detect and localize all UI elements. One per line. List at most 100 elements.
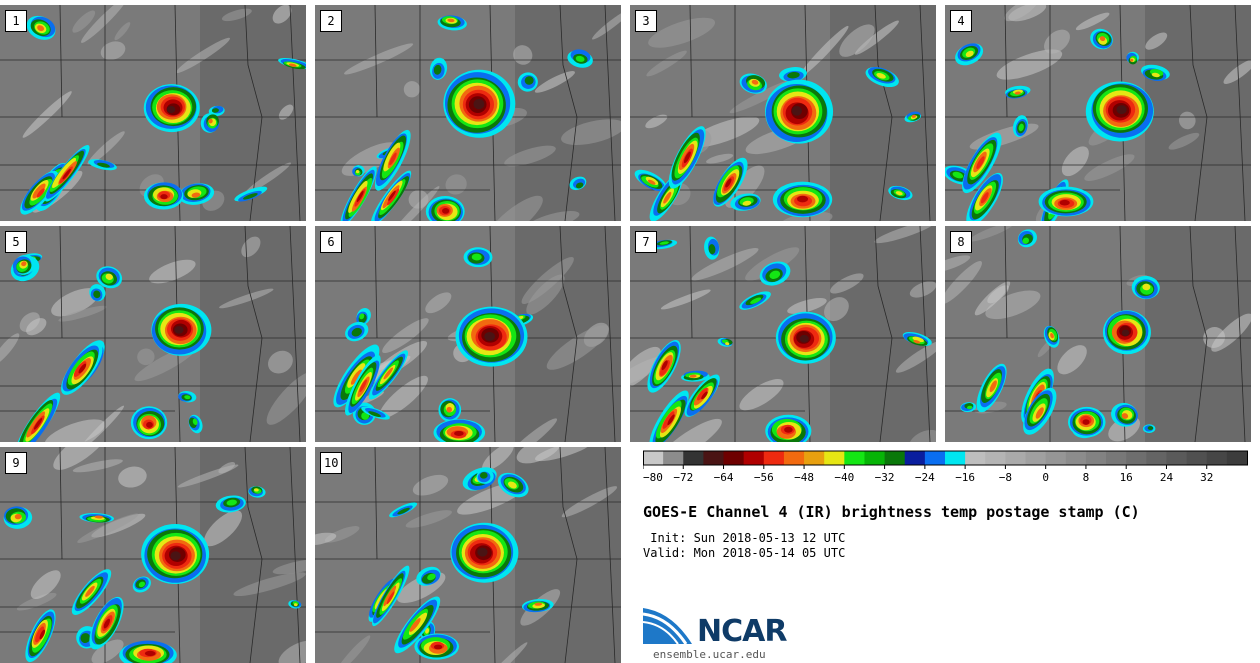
cloud-contour (211, 108, 219, 113)
cloud-contour (508, 481, 517, 489)
cloud-contour (454, 430, 464, 436)
cloud-contour (663, 191, 672, 204)
cloud-cluster (352, 165, 365, 177)
cloud-contour (725, 178, 732, 188)
cloud-contour (1059, 199, 1070, 206)
colorbar-swatch (945, 451, 966, 465)
cloud-contour (361, 412, 370, 420)
member-panel-5: 5 (0, 226, 306, 442)
cloud-cluster (433, 419, 486, 442)
cloud-cluster (960, 402, 977, 413)
cloud-cluster (132, 576, 151, 593)
cloud-contour (103, 618, 111, 629)
colorbar-swatch (1005, 451, 1027, 465)
cloud-contour (534, 602, 543, 606)
cloud-cluster (178, 391, 197, 403)
cloud-cluster (569, 176, 587, 191)
init-time: Init: Sun 2018-05-13 12 UTC (643, 531, 846, 545)
state-boundaries (945, 5, 1251, 221)
cloud-cluster (955, 43, 984, 66)
cloud-cluster (463, 247, 493, 268)
cloud-contour (913, 339, 921, 344)
cloud-cluster (1126, 51, 1139, 65)
state-boundaries (315, 226, 621, 442)
colorbar-tick-label: −24 (915, 471, 935, 484)
cloud-cluster (178, 183, 215, 205)
cloud-contour (976, 156, 985, 169)
member-panel-6: 6 (315, 226, 621, 442)
cloud-contour (1022, 237, 1030, 244)
colorbar-swatch (663, 451, 684, 465)
cloud-cluster (713, 157, 748, 207)
cloud-cluster (200, 113, 220, 133)
panel-label: 10 (320, 452, 343, 474)
colorbar-swatch (1166, 451, 1188, 465)
colorbar-swatch (1206, 451, 1228, 465)
cloud-cluster (730, 193, 761, 211)
cloud-cluster (1005, 85, 1031, 99)
satellite-map (0, 5, 306, 221)
cloud-contour (97, 162, 110, 168)
cloud-contour (383, 585, 397, 607)
member-panel-2: 2 (315, 5, 621, 221)
cloud-contour (1121, 329, 1130, 337)
colorbar-swatch (924, 451, 946, 465)
cloud-cluster (188, 414, 203, 434)
member-panel-1: 1 (0, 5, 306, 221)
colorbar-tick-label: 16 (1120, 471, 1133, 484)
cloud-cluster (25, 609, 56, 663)
cloud-contour (484, 331, 496, 342)
panel-label: 2 (320, 10, 342, 32)
cloud-cluster (425, 196, 465, 221)
cloud-contour (253, 488, 259, 492)
cloud-cluster (79, 513, 115, 523)
cloud-contour (36, 188, 45, 198)
cloud-contour (1151, 72, 1160, 78)
cloud-contour (37, 25, 45, 32)
cloud-contour (350, 369, 363, 385)
panel-label: 7 (635, 231, 657, 253)
member-panel-3: 3 (630, 5, 936, 221)
colorbar-swatch (743, 451, 765, 465)
cloud-contour (351, 327, 362, 337)
cloud-contour (1050, 332, 1054, 339)
cloud-contour (989, 380, 997, 393)
colorbar-swatch (763, 451, 785, 465)
colorbar: −80 −72 −64 −56 −48 −40 −32 −24 −16 −8 0 8 16 24 32 (643, 450, 1248, 484)
cloud-cluster (684, 374, 720, 417)
cloud-contour (94, 515, 104, 519)
cloud-cluster (394, 596, 441, 654)
ncar-logo-icon (642, 608, 692, 645)
cloud-cluster (966, 172, 1003, 221)
cloud-contour (575, 182, 584, 189)
cloud-contour (33, 417, 43, 430)
cloud-cluster (15, 392, 61, 442)
cloud-cluster (12, 254, 36, 275)
colorbar-swatch (904, 451, 926, 465)
cloud-cluster (1067, 406, 1106, 438)
cloud-cluster (119, 640, 177, 663)
satellite-map (0, 226, 306, 442)
cloud-cluster (356, 308, 371, 325)
satellite-map (630, 226, 936, 442)
cloud-cluster (902, 331, 932, 346)
colorbar-swatch (864, 451, 886, 465)
cloud-contour (471, 253, 482, 261)
member-panel-8: 8 (945, 226, 1251, 442)
cloud-cluster (288, 600, 302, 609)
member-panel-10: 10 (315, 447, 621, 663)
cloud-contour (191, 192, 201, 198)
cloud-cluster (345, 355, 381, 416)
cloud-cluster (368, 350, 409, 400)
cloud-contour (662, 411, 675, 429)
cloud-cluster (976, 363, 1007, 413)
cloud-contour (359, 379, 367, 393)
cloud-contour (1035, 407, 1044, 419)
cloud-cluster (374, 129, 411, 191)
cloud-cluster (1131, 275, 1160, 300)
cloud-contour (208, 118, 213, 124)
colorbar-swatch (844, 451, 865, 465)
cloud-contour (787, 71, 800, 79)
panel-label: 6 (320, 231, 342, 253)
cloud-contour (701, 391, 708, 400)
